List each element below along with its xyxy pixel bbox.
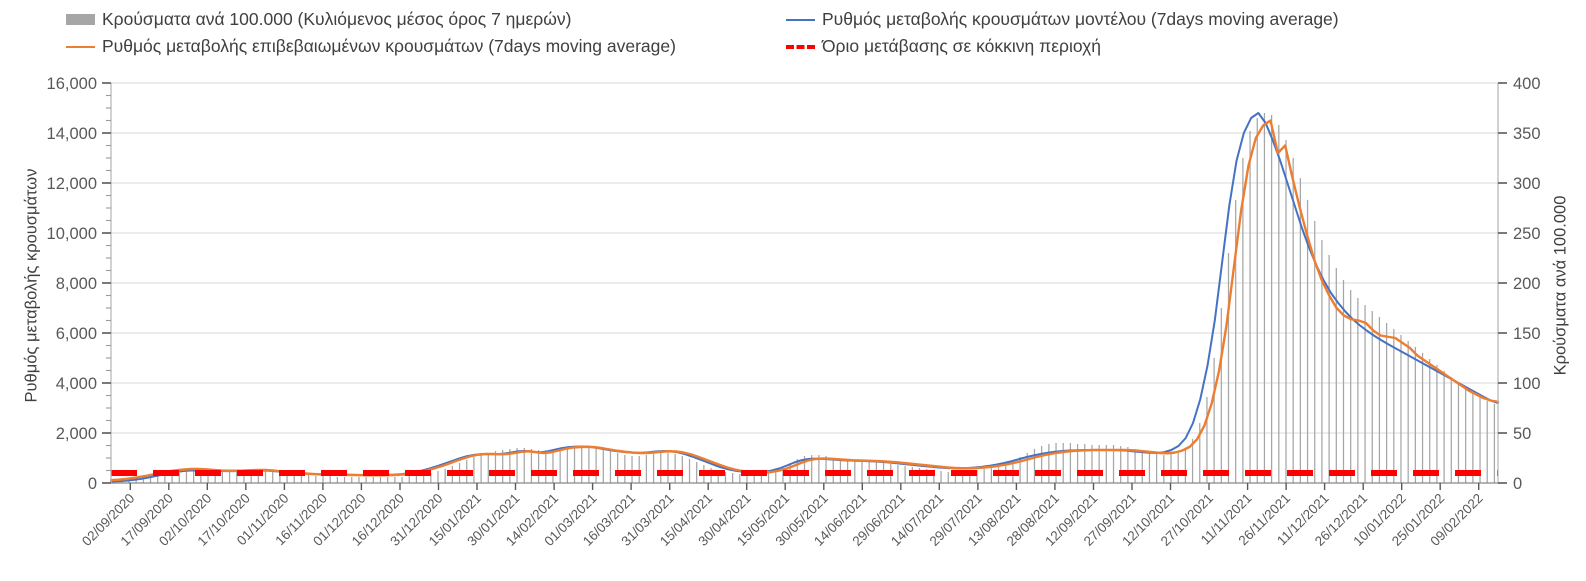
y-axis-right-tick-label: 100 (1513, 375, 1541, 393)
line-swatch-icon (66, 45, 95, 48)
chart-legend: Κρούσματα ανά 100.000 (Κυλιόμενος μέσος … (0, 0, 1586, 62)
y-axis-left-tick-label: 4,000 (56, 375, 97, 393)
y-axis-left-tick-label: 6,000 (56, 325, 97, 343)
y-axis-left-tick-label: 2,000 (56, 425, 97, 443)
legend-label-red-zone-threshold: Όριο μετάβασης σε κόκκινη περιοχή (822, 36, 1102, 56)
y-axis-right-tick-label: 200 (1513, 275, 1541, 293)
legend-item-confirmed-rate[interactable]: Ρυθμός μεταβολής επιβεβαιωμένων κρουσμάτ… (66, 36, 676, 57)
y-axis-left-tick-label: 10,000 (47, 225, 97, 243)
y-axis-left-tick-label: 12,000 (47, 175, 97, 193)
y-axis-right-tick-label: 150 (1513, 325, 1541, 343)
legend-item-red-zone-threshold[interactable]: Όριο μετάβασης σε κόκκινη περιοχή (786, 36, 1101, 57)
y-axis-left-tick-label: 14,000 (47, 125, 97, 143)
legend-item-model-rate[interactable]: Ρυθμός μεταβολής κρουσμάτων μοντέλου (7d… (786, 9, 1339, 30)
y-axis-right-tick-label: 0 (1513, 475, 1522, 493)
bar-swatch-icon (66, 14, 95, 25)
legend-item-cases-per-100k[interactable]: Κρούσματα ανά 100.000 (Κυλιόμενος μέσος … (66, 9, 571, 30)
y-axis-left: 0 2,000 4,000 6,000 8,000 10,000 12,000 14,000 1… (47, 75, 111, 493)
dashed-line-swatch-icon (786, 44, 815, 49)
line-swatch-icon (786, 18, 815, 21)
y-axis-right-tick-label: 350 (1513, 125, 1541, 143)
x-axis: 02/09/202017/09/202002/10/202017/10/2020… (79, 483, 1486, 549)
y-axis-right-tick-label: 50 (1513, 425, 1531, 443)
y-axis-left-tick-label: 0 (88, 475, 97, 493)
legend-label-cases-per-100k: Κρούσματα ανά 100.000 (Κυλιόμενος μέσος … (102, 9, 572, 29)
y-axis-right-tick-label: 250 (1513, 225, 1541, 243)
legend-label-confirmed-rate: Ρυθμός μεταβολής επιβεβαιωμένων κρουσμάτ… (102, 36, 676, 56)
y-axis-right-tick-label: 400 (1513, 75, 1541, 93)
y-axis-right-tick-label: 300 (1513, 175, 1541, 193)
y-axis-left-tick-label: 8,000 (56, 275, 97, 293)
y-axis-left-tick-label: 16,000 (47, 75, 97, 93)
legend-label-model-rate: Ρυθμός μεταβολής κρουσμάτων μοντέλου (7d… (822, 9, 1339, 29)
y-axis-right: 0 50 100 150 200 250 300 350 400 (1498, 75, 1541, 493)
